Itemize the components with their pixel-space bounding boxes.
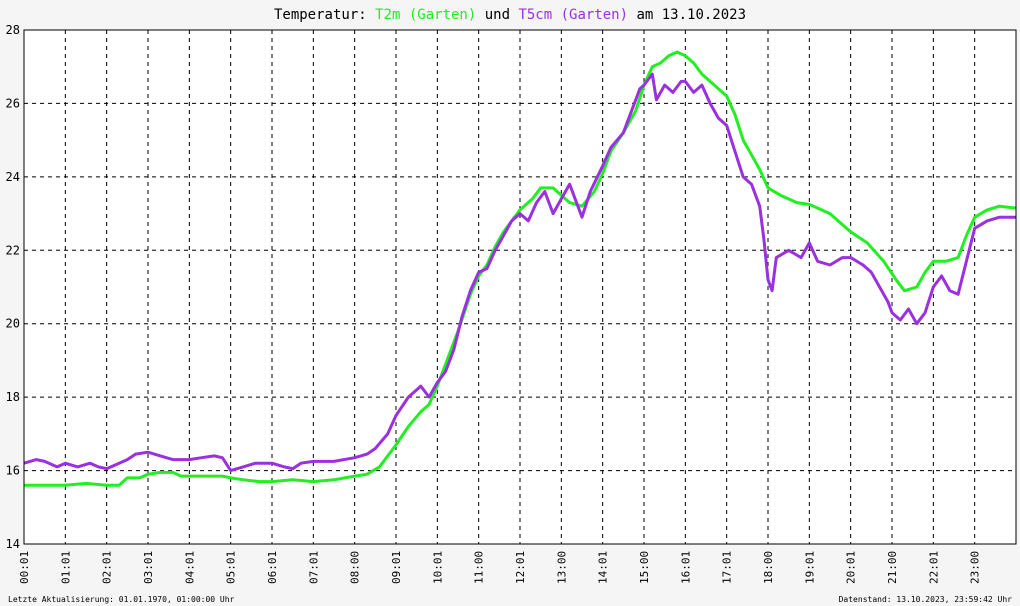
plot-frame: [23, 29, 1017, 545]
x-tick-label: 03:01: [142, 551, 155, 584]
last-update-text: Letzte Aktualisierung: 01.01.1970, 01:00…: [8, 595, 235, 604]
x-tick-label: 18:00: [762, 551, 775, 584]
x-tick-label: 05:01: [225, 551, 238, 584]
y-tick-label: 28: [6, 23, 20, 37]
y-tick-label: 22: [6, 243, 20, 257]
x-tick-label: 15:00: [638, 551, 651, 584]
y-tick-label: 20: [6, 317, 20, 331]
x-tick-label: 02:01: [101, 551, 114, 584]
data-status-text: Datenstand: 13.10.2023, 23:59:42 Uhr: [839, 595, 1013, 604]
title-series-t5cm: T5cm (Garten): [518, 7, 628, 23]
x-tick-label: 09:01: [390, 551, 403, 584]
x-tick-label: 16:01: [679, 551, 692, 584]
y-tick-label: 24: [6, 170, 20, 184]
y-tick-label: 14: [6, 537, 20, 551]
title-series-t2m: T2m (Garten): [375, 7, 476, 23]
x-tick-label: 22:01: [927, 551, 940, 584]
x-tick-label: 19:01: [803, 551, 816, 584]
x-tick-label: 10:01: [431, 551, 444, 584]
x-tick-label: 08:00: [349, 551, 362, 584]
x-tick-label: 06:01: [266, 551, 279, 584]
chart-title: Temperatur: T2m (Garten) und T5cm (Garte…: [274, 7, 746, 23]
x-tick-label: 00:01: [18, 551, 31, 584]
y-tick-label: 18: [6, 390, 20, 404]
x-tick-label: 07:01: [307, 551, 320, 584]
x-tick-label: 12:01: [514, 551, 527, 584]
series-line-t2m: [24, 50, 1017, 487]
y-axis: 14 16 18 20 22 24 26 28: [6, 23, 20, 551]
x-tick-label: 04:01: [183, 551, 196, 584]
x-tick-label: 11:00: [473, 551, 486, 584]
x-tick-label: 20:01: [845, 551, 858, 584]
title-prefix: Temperatur:: [274, 7, 375, 23]
x-tick-label: 17:01: [721, 551, 734, 584]
x-tick-label: 14:01: [597, 551, 610, 584]
series-line-t5cm: [23, 72, 1016, 473]
grid: [24, 30, 1016, 544]
x-tick-label: 13:00: [555, 551, 568, 584]
title-suffix: am 13.10.2023: [628, 7, 746, 23]
y-tick-label: 26: [6, 96, 20, 110]
x-tick-label: 01:01: [59, 551, 72, 584]
x-tick-label: 21:00: [886, 551, 899, 584]
x-tick-label: 23:00: [969, 551, 982, 584]
y-tick-label: 16: [6, 464, 20, 478]
title-mid: und: [476, 7, 518, 23]
series-layer: [23, 50, 1017, 487]
x-axis: 00:01 01:01 02:01 03:01 04:01 05:01 06:01 07:01…: [18, 551, 982, 584]
